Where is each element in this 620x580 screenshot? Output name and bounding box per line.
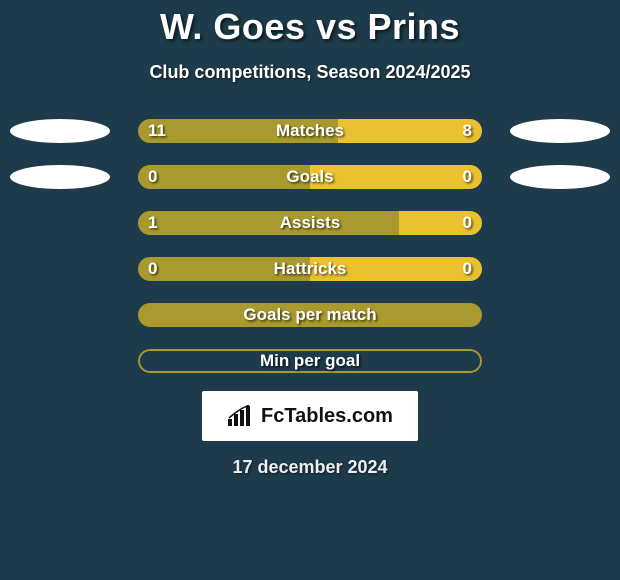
stat-bar bbox=[138, 165, 482, 189]
stat-bar-left bbox=[138, 257, 310, 281]
stat-row: Min per goal bbox=[0, 349, 620, 373]
stat-bar-left bbox=[138, 119, 338, 143]
logo-text: FcTables.com bbox=[261, 405, 393, 428]
bars-icon bbox=[227, 405, 253, 427]
stat-row: Matches118 bbox=[0, 119, 620, 143]
player-oval-right bbox=[510, 119, 610, 143]
stat-bar-left bbox=[138, 165, 310, 189]
stat-row: Hattricks00 bbox=[0, 257, 620, 281]
stat-bar-left bbox=[138, 211, 399, 235]
page-title: W. Goes vs Prins bbox=[160, 6, 460, 48]
comparison-card: W. Goes vs Prins Club competitions, Seas… bbox=[0, 0, 620, 580]
stat-bar bbox=[138, 349, 482, 373]
stat-bar-right bbox=[310, 257, 482, 281]
player-oval-left bbox=[10, 119, 110, 143]
subtitle: Club competitions, Season 2024/2025 bbox=[149, 62, 470, 83]
player-oval-left bbox=[10, 165, 110, 189]
date-text: 17 december 2024 bbox=[232, 457, 387, 478]
stat-bar bbox=[138, 257, 482, 281]
stat-bar-right bbox=[310, 165, 482, 189]
stat-row: Goals00 bbox=[0, 165, 620, 189]
fctables-logo: FcTables.com bbox=[202, 391, 418, 441]
stat-bar bbox=[138, 211, 482, 235]
stat-bar bbox=[138, 303, 482, 327]
stat-bar-left bbox=[138, 303, 482, 327]
stat-bar-right bbox=[399, 211, 482, 235]
player-oval-right bbox=[510, 165, 610, 189]
stat-bar-right bbox=[338, 119, 482, 143]
stat-row: Goals per match bbox=[0, 303, 620, 327]
stat-bar bbox=[138, 119, 482, 143]
stat-rows: Matches118 Goals00 Assists10 Hattricks00 Goa… bbox=[0, 119, 620, 373]
stat-row: Assists10 bbox=[0, 211, 620, 235]
